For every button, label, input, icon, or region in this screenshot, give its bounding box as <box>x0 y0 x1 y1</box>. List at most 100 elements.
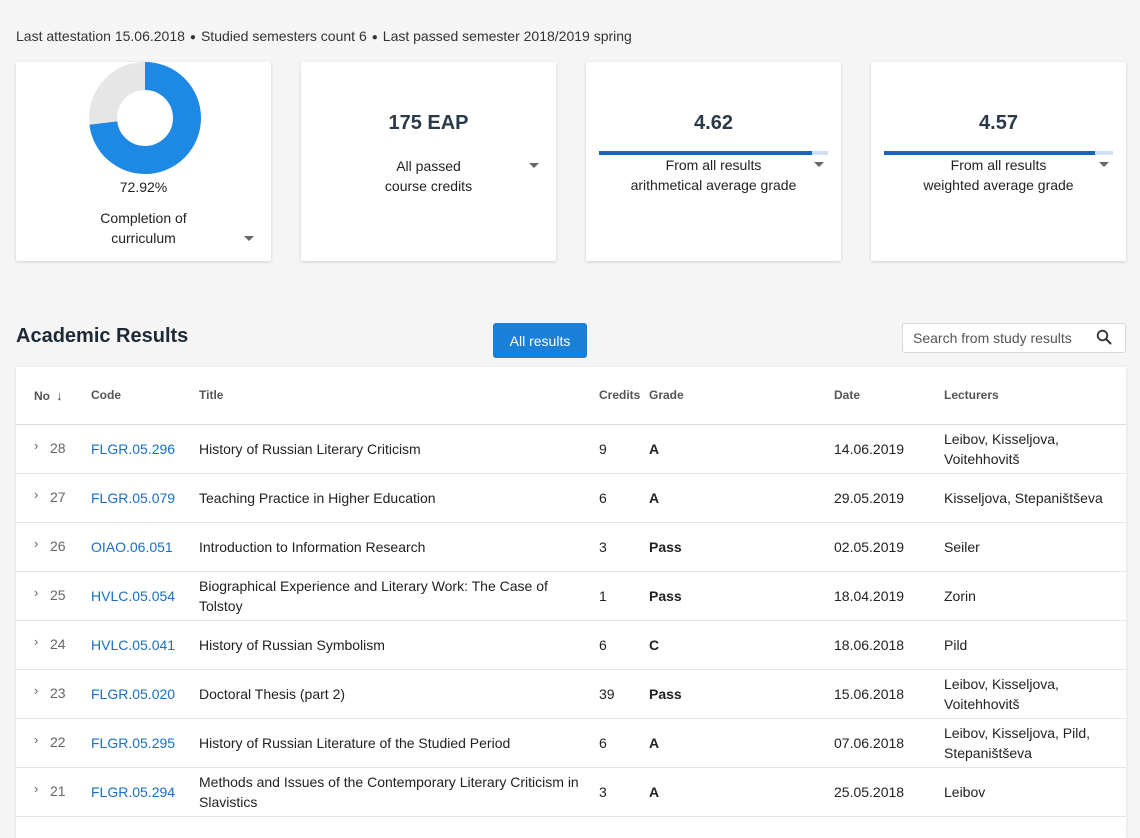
caret-down-icon[interactable] <box>1099 162 1109 167</box>
course-title: History of Russian Symbolism <box>199 620 599 670</box>
row-number-cell[interactable]: › 26 <box>16 522 89 572</box>
row-number: 27 <box>50 489 66 505</box>
chevron-right-icon[interactable]: › <box>34 536 39 551</box>
chevron-right-icon[interactable]: › <box>34 438 39 453</box>
chevron-right-icon[interactable]: › <box>34 634 39 649</box>
course-code-cell: OIAO.06.051 <box>89 522 199 572</box>
course-code-link[interactable]: FLGR.05.294 <box>91 783 176 800</box>
course-credits: 6 <box>599 473 649 523</box>
header-credits: Credits <box>599 367 649 425</box>
course-title: Doctoral Thesis (part 2) <box>199 669 599 719</box>
semester-count: Studied semesters count 6 <box>200 28 367 44</box>
completion-label: Completion of curriculum <box>16 208 271 248</box>
donut-progress-arc <box>89 62 201 174</box>
chevron-right-icon[interactable]: › <box>34 781 39 796</box>
header-no[interactable]: No ↓ <box>16 367 89 425</box>
results-table-body: › 28 FLGR.05.296 History of Russian Liter… <box>16 424 1126 817</box>
course-grade: Pass <box>649 571 834 621</box>
row-number: 22 <box>50 734 66 750</box>
table-row[interactable]: › 24 HVLC.05.041 History of Russian Symbo… <box>16 620 1126 670</box>
row-number-cell[interactable]: › 27 <box>16 473 89 523</box>
course-credits: 39 <box>599 669 649 719</box>
table-row[interactable]: › 23 FLGR.05.020 Doctoral Thesis (part 2)… <box>16 669 1126 719</box>
course-lecturers: Leibov, Kisseljova, Voitehhovitš <box>944 669 1126 719</box>
course-date: 25.05.2018 <box>834 767 944 817</box>
course-code-link[interactable]: HVLC.05.054 <box>91 587 176 604</box>
caret-down-icon[interactable] <box>244 236 254 241</box>
chevron-right-icon[interactable]: › <box>34 683 39 698</box>
table-row[interactable]: › 26 OIAO.06.051 Introduction to Informat… <box>16 522 1126 572</box>
caret-down-icon[interactable] <box>814 162 824 167</box>
course-credits: 9 <box>599 424 649 474</box>
course-date: 14.06.2019 <box>834 424 944 474</box>
course-title: History of Russian Literature of the Stu… <box>199 718 599 768</box>
row-number-cell[interactable]: › 21 <box>16 767 89 817</box>
course-code-cell: FLGR.05.296 <box>89 424 199 474</box>
weighted-label-line1: From all results <box>950 157 1047 173</box>
course-code-cell: FLGR.05.294 <box>89 767 199 817</box>
weighted-average-label: From all results weighted average grade <box>871 155 1126 195</box>
caret-down-icon[interactable] <box>529 163 539 168</box>
course-code-cell: FLGR.05.079 <box>89 473 199 523</box>
credits-card[interactable]: 175 EAP All passed course credits <box>301 62 556 261</box>
table-row[interactable]: › 21 FLGR.05.294 Methods and Issues of th… <box>16 767 1126 817</box>
course-lecturers: Leibov, Kisseljova, Pild, Stepaništševa <box>944 718 1126 768</box>
course-lecturers: Kisseljova, Stepaništševa <box>944 473 1126 523</box>
course-credits: 3 <box>599 522 649 572</box>
search-input[interactable] <box>903 324 1093 352</box>
table-row[interactable]: › 25 HVLC.05.054 Biographical Experience … <box>16 571 1126 621</box>
row-number-cell[interactable]: › 23 <box>16 669 89 719</box>
arithmetic-average-bar <box>599 151 828 155</box>
course-credits: 6 <box>599 620 649 670</box>
row-number-cell[interactable]: › 22 <box>16 718 89 768</box>
course-grade: Pass <box>649 522 834 572</box>
completion-card[interactable]: 72.92% Completion of curriculum <box>16 62 271 261</box>
course-date: 15.06.2018 <box>834 669 944 719</box>
credits-label-line2: course credits <box>384 178 473 194</box>
course-title: Methods and Issues of the Contemporary L… <box>199 767 599 817</box>
row-number: 23 <box>50 685 66 701</box>
course-code-link[interactable]: OIAO.06.051 <box>91 538 173 555</box>
chevron-right-icon[interactable]: › <box>34 487 39 502</box>
table-row[interactable]: › 22 FLGR.05.295 History of Russian Liter… <box>16 718 1126 768</box>
course-title: History of Russian Literary Criticism <box>199 424 599 474</box>
course-code-link[interactable]: HVLC.05.041 <box>91 636 176 653</box>
course-lecturers: Seiler <box>944 522 1126 572</box>
course-code-cell: HVLC.05.041 <box>89 620 199 670</box>
completion-label-line1: Completion of <box>100 210 187 226</box>
all-results-button[interactable]: All results <box>493 323 587 358</box>
section-title: Academic Results <box>16 325 189 347</box>
credits-value: 175 EAP <box>388 112 469 134</box>
course-grade: A <box>649 767 834 817</box>
course-code-link[interactable]: FLGR.05.020 <box>91 685 176 702</box>
course-code-link[interactable]: FLGR.05.296 <box>91 440 176 457</box>
course-grade: A <box>649 424 834 474</box>
last-attestation: Last attestation 15.06.2018 <box>16 28 185 44</box>
weighted-average-bar-fill <box>884 151 1095 155</box>
arithmetic-average-card[interactable]: 4.62 From all results arithmetical avera… <box>586 62 841 261</box>
course-grade: C <box>649 620 834 670</box>
course-code-link[interactable]: FLGR.05.079 <box>91 489 176 506</box>
chevron-right-icon[interactable]: › <box>34 585 39 600</box>
header-no-label: No <box>34 388 50 403</box>
course-grade: Pass <box>649 669 834 719</box>
arithmetic-average-label: From all results arithmetical average gr… <box>586 155 841 195</box>
table-row[interactable]: › 27 FLGR.05.079 Teaching Practice in Hig… <box>16 473 1126 523</box>
course-credits: 6 <box>599 718 649 768</box>
row-number: 24 <box>50 636 66 652</box>
row-number-cell[interactable]: › 24 <box>16 620 89 670</box>
row-number-cell[interactable]: › 28 <box>16 424 89 474</box>
search-icon[interactable] <box>1096 329 1112 345</box>
course-lecturers: Zorin <box>944 571 1126 621</box>
table-row[interactable]: › 28 FLGR.05.296 History of Russian Liter… <box>16 424 1126 474</box>
sort-arrow-down-icon[interactable]: ↓ <box>56 387 63 403</box>
row-number-cell[interactable]: › 25 <box>16 571 89 621</box>
header-grade: Grade <box>649 367 834 425</box>
chevron-right-icon[interactable]: › <box>34 732 39 747</box>
course-code-link[interactable]: FLGR.05.295 <box>91 734 176 751</box>
course-title: Biographical Experience and Literary Wor… <box>199 571 599 621</box>
course-lecturers: Leibov <box>944 767 1126 817</box>
search-box[interactable] <box>902 323 1126 353</box>
weighted-average-card[interactable]: 4.57 From all results weighted average g… <box>871 62 1126 261</box>
credits-label: All passed course credits <box>301 156 556 196</box>
